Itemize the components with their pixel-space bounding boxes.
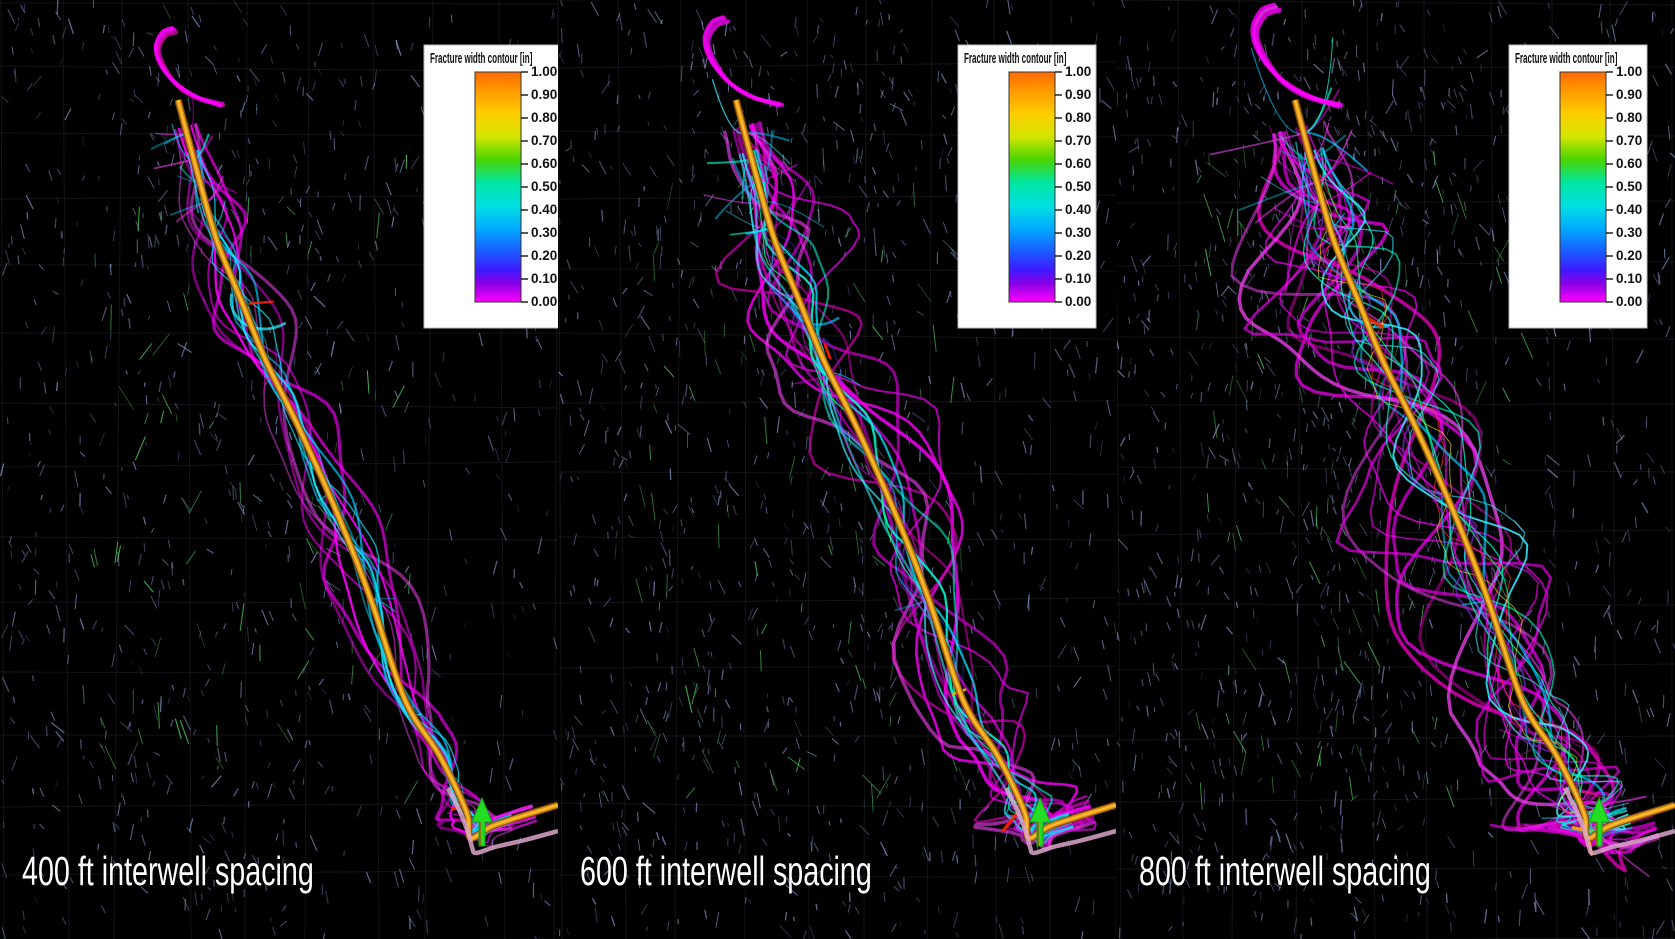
svg-text:800 ft interwell spacing: 800 ft interwell spacing [1139, 849, 1431, 894]
svg-text:600 ft interwell spacing: 600 ft interwell spacing [580, 849, 872, 894]
svg-text:400 ft interwell spacing: 400 ft interwell spacing [22, 849, 314, 894]
